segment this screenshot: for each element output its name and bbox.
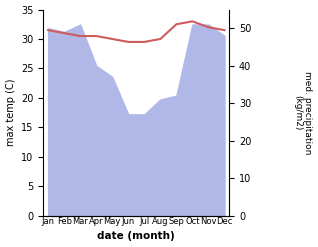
Y-axis label: med. precipitation
(kg/m2): med. precipitation (kg/m2) bbox=[293, 71, 313, 154]
Y-axis label: max temp (C): max temp (C) bbox=[5, 79, 16, 146]
X-axis label: date (month): date (month) bbox=[97, 231, 175, 242]
